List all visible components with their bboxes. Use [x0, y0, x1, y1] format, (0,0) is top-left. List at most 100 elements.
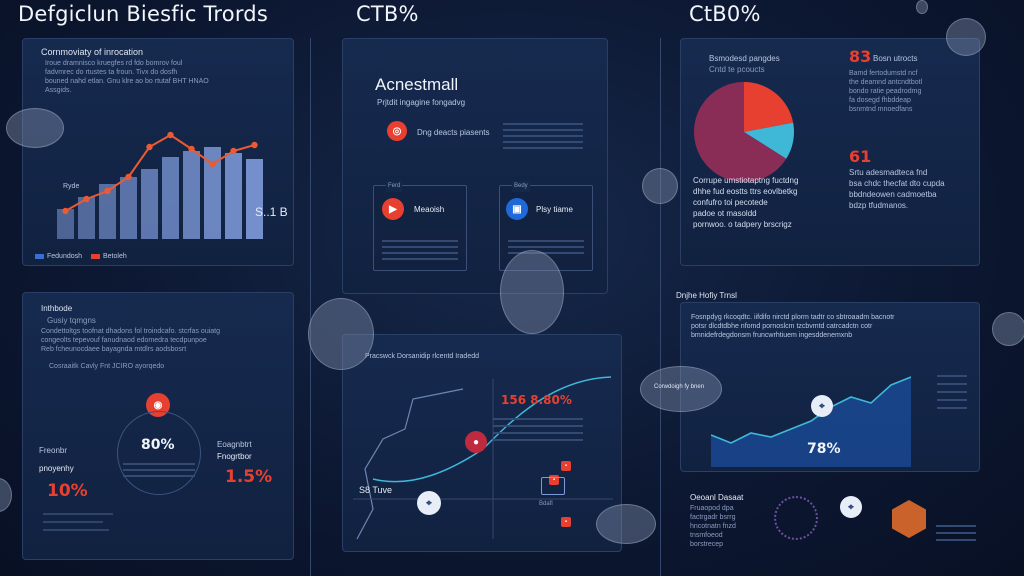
map-pin-white-icon[interactable]: ⌖ [417, 491, 441, 515]
panel-g-title: Oeoanl Dasaat [690, 493, 744, 502]
panel-a-desc: Iroue dramnisco kruegfes rd fdo bomrov f… [45, 60, 209, 94]
left-sub: pnoyenhy [39, 464, 74, 473]
panel-acnestmall[interactable]: Acnestmall Prjtdit ingagine fongadvg ◎ D… [342, 38, 608, 294]
panel-ring-stats[interactable]: Inthbode Gusiy tqmgns Condettoltgs toofn… [22, 292, 294, 560]
chart-bar [78, 197, 95, 239]
map-device-icon[interactable] [541, 477, 565, 495]
chart-bar [204, 147, 221, 239]
right-value: 1.5% [225, 467, 273, 487]
num-mid: 61 [849, 147, 872, 166]
num-top-suffix: Bosn utrocts [873, 54, 918, 63]
orb-7 [992, 312, 1024, 346]
play-icon[interactable]: ▶ [382, 198, 404, 220]
trend-chart [57, 131, 263, 239]
ring-lines [123, 459, 195, 481]
left-label: Freonbr [39, 446, 68, 455]
card2-label: Plsy tiame [536, 205, 573, 214]
card1-lines [382, 236, 458, 264]
chart-bar [99, 184, 116, 239]
ring-value: 80% [141, 437, 175, 453]
map-marker-icon-3[interactable]: ▪ [561, 517, 571, 527]
rss-icon[interactable]: ◎ [387, 121, 407, 141]
panel-b-title: Acnestmall [375, 75, 459, 94]
right-label: Eoagnbtrt [217, 440, 252, 449]
card2-caption: Bedy [512, 181, 530, 192]
ring [117, 411, 201, 495]
panel-map[interactable]: Pracswck Dorsanidip rlcentd Iradedd 156 … [342, 334, 622, 552]
panel-d-desc: Condettoltgs toofnat dhadons fol troindc… [41, 328, 221, 353]
chart-value: S..1 B [255, 205, 288, 219]
orb-3 [308, 298, 374, 370]
panel-c-title: Bsmodesd pangdes [709, 54, 780, 63]
orb-5 [642, 168, 678, 204]
panel-trend-area[interactable]: Fosnpdyg rkcoqdtc. iifdifo nirctd plorm … [680, 302, 980, 472]
panel-c-subtitle: Cntd te pcoucts [709, 65, 765, 74]
orb-2 [500, 250, 564, 334]
panel-a-title: Cornmoviaty of inrocation [41, 47, 144, 57]
panel-f-title: Dnjhe Hofiy Trnsl [676, 291, 737, 300]
num-top: 83 [849, 47, 872, 66]
chart-bar [120, 177, 137, 239]
map-marker-icon-1[interactable]: ▪ [561, 461, 571, 471]
footer-lines [43, 507, 275, 537]
panel-trends-chart[interactable]: Cornmoviaty of inrocation Iroue dramnisc… [22, 38, 294, 266]
chart-bar [246, 159, 263, 239]
header-right-title: CtB0% [689, 2, 761, 26]
card2-lines [508, 236, 584, 258]
pie-slice [694, 82, 787, 182]
header-mid-title: CTB% [356, 2, 419, 26]
panel-pie[interactable]: Bsmodesd pangdes Cntd te pcoucts 83 Bosn… [680, 38, 980, 266]
map-lines [493, 413, 583, 446]
panel-c-desc-right: Bamd fertodumstd ncf the deamnd antcndtb… [849, 70, 923, 113]
chart-point [83, 195, 90, 203]
panel-b-subtitle: Prjtdit ingagine fongadvg [377, 98, 466, 107]
right-sub: Fnogrtbor [217, 452, 252, 461]
panel-b-row-label: Dng deacts piasents [417, 128, 490, 137]
map-pin-red-icon[interactable]: ● [465, 431, 487, 453]
bar-label: Ryde [63, 183, 80, 190]
orb-8 [596, 504, 656, 544]
card-meaoish[interactable]: Ferd ▶ Meaoish [373, 181, 467, 271]
chart-point [62, 207, 69, 215]
divider-right [660, 38, 661, 576]
panel-b-lines [503, 119, 583, 153]
panel-d-title: Inthbode [41, 304, 73, 313]
map-label: S8 Tuve [359, 485, 393, 495]
legend-a: Fedundosh [35, 251, 82, 262]
chart-bar [225, 153, 242, 239]
chart-point [209, 160, 216, 168]
card1-caption: Ferd [386, 181, 403, 192]
mini-pin-icon[interactable]: ⌖ [840, 496, 862, 518]
chart-bar [162, 157, 179, 239]
chart-point [167, 131, 174, 139]
panel-c-desc-left: Corrupe umstiotaptng fuctdng dhhe fud eo… [693, 176, 799, 229]
chart-point [146, 143, 153, 151]
orb-6 [946, 18, 986, 56]
panel-c-desc-lower: Srtu adesmadteca fnd bsa chdc thecfat dt… [849, 168, 945, 210]
orb-10 [916, 0, 928, 14]
pie-slice [744, 122, 794, 159]
pie-slice [744, 82, 794, 132]
chart-bar [183, 151, 200, 239]
chart-point [230, 147, 237, 155]
panel-d-desc2: Cosraaitk Cavly Fnt JCIRO ayorqedo [49, 363, 165, 370]
orb-4 [640, 366, 722, 412]
chart-point [125, 173, 132, 181]
chart-point [251, 141, 258, 149]
hex-icon [892, 500, 926, 538]
media-icon[interactable]: ▣ [506, 198, 528, 220]
divider-left [310, 38, 311, 576]
map-pin-label: Bdafl [539, 501, 553, 507]
chart-bar [57, 209, 74, 239]
legend-b: Betoleh [91, 251, 127, 262]
orb-label: Corwdoigh fy bnen [654, 384, 705, 390]
map-marker-icon-2[interactable]: ▪ [549, 475, 559, 485]
area-chart [711, 376, 911, 467]
header-left-title: Defgiclun Biesfic Trords [18, 2, 268, 26]
panel-g-desc: Fruaopod dpa factrgadr bsrrg hncotnatn f… [690, 505, 736, 548]
pie-chart [694, 82, 794, 182]
map-graphic [353, 376, 613, 540]
area-pin-icon[interactable]: ⌖ [811, 395, 833, 417]
chart-line [65, 133, 255, 212]
area-side-lines [937, 369, 967, 415]
